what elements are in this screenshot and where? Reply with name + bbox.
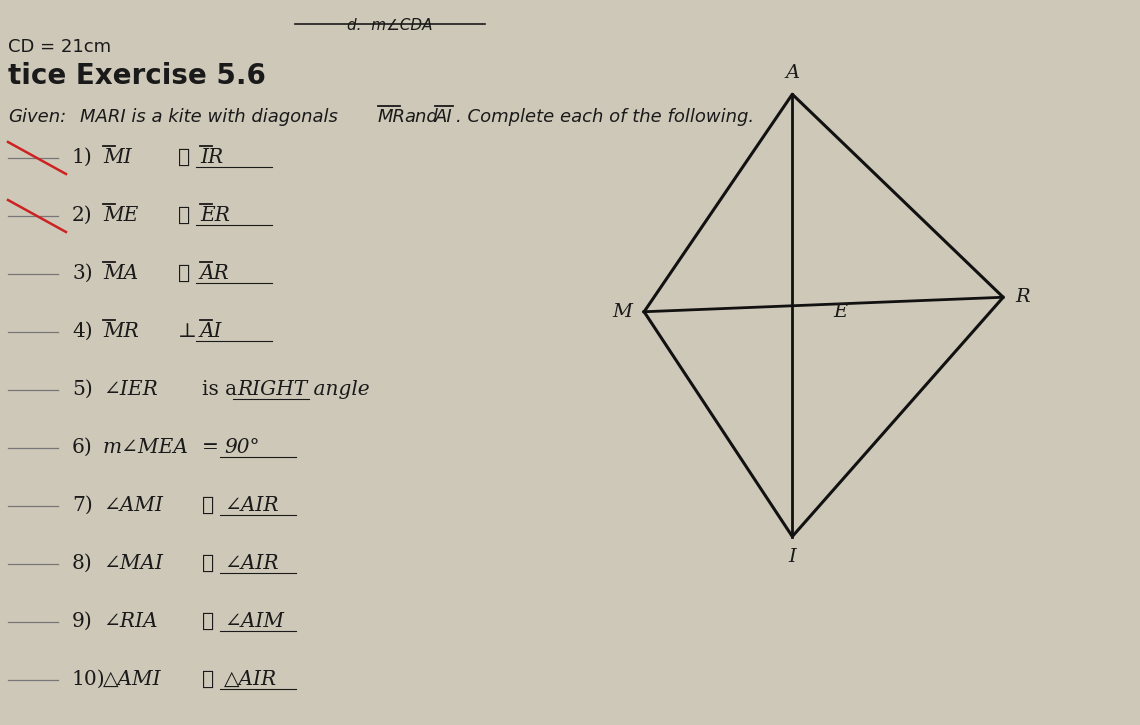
Text: d.  m∠CDA: d. m∠CDA bbox=[348, 18, 433, 33]
Text: AR: AR bbox=[200, 264, 229, 283]
Text: 4): 4) bbox=[72, 322, 92, 341]
Text: MARI is a kite with diagonals: MARI is a kite with diagonals bbox=[80, 108, 337, 126]
Text: 6): 6) bbox=[72, 438, 92, 457]
Text: ∠AIM: ∠AIM bbox=[223, 612, 284, 631]
Text: CD = 21cm: CD = 21cm bbox=[8, 38, 111, 56]
Text: 1): 1) bbox=[72, 148, 92, 167]
Text: ⊥: ⊥ bbox=[178, 322, 197, 341]
Text: ∠AIR: ∠AIR bbox=[223, 496, 278, 515]
Text: ≅: ≅ bbox=[202, 612, 214, 631]
Text: 9): 9) bbox=[72, 612, 92, 631]
Text: is a: is a bbox=[202, 380, 237, 399]
Text: M: M bbox=[612, 303, 632, 320]
Text: ∠AMI: ∠AMI bbox=[103, 496, 163, 515]
Text: ≅: ≅ bbox=[202, 554, 214, 573]
Text: 5): 5) bbox=[72, 380, 92, 399]
Text: 8): 8) bbox=[72, 554, 92, 573]
Text: AI: AI bbox=[435, 108, 453, 126]
Text: ∠MAI: ∠MAI bbox=[103, 554, 163, 573]
Text: . Complete each of the following.: . Complete each of the following. bbox=[456, 108, 755, 126]
Text: E: E bbox=[833, 303, 847, 320]
Text: ER: ER bbox=[200, 206, 230, 225]
Text: △AMI: △AMI bbox=[103, 670, 162, 689]
Text: =: = bbox=[202, 438, 219, 457]
Text: MA: MA bbox=[103, 264, 138, 283]
Text: ∠AIR: ∠AIR bbox=[223, 554, 278, 573]
Text: MR: MR bbox=[378, 108, 406, 126]
Text: ∠RIA: ∠RIA bbox=[103, 612, 157, 631]
Text: Given:: Given: bbox=[8, 108, 66, 126]
Text: m∠MEA: m∠MEA bbox=[103, 438, 189, 457]
Text: ≅: ≅ bbox=[202, 670, 214, 689]
Text: 10): 10) bbox=[72, 670, 106, 689]
Text: and: and bbox=[404, 108, 438, 126]
Text: ≅: ≅ bbox=[178, 264, 190, 283]
Text: ∠IER: ∠IER bbox=[103, 380, 157, 399]
Text: R: R bbox=[1016, 289, 1029, 306]
Text: 3): 3) bbox=[72, 264, 92, 283]
Text: AI: AI bbox=[200, 322, 222, 341]
Text: MI: MI bbox=[103, 148, 131, 167]
Text: ≅: ≅ bbox=[202, 496, 214, 515]
Text: ≅: ≅ bbox=[178, 206, 190, 225]
Text: RIGHT angle: RIGHT angle bbox=[237, 380, 369, 399]
Text: MR: MR bbox=[103, 322, 139, 341]
Text: A: A bbox=[785, 65, 799, 82]
Text: I: I bbox=[789, 549, 796, 566]
Text: 2): 2) bbox=[72, 206, 92, 225]
Text: △AIR: △AIR bbox=[223, 670, 277, 689]
Text: IR: IR bbox=[200, 148, 223, 167]
Text: tice Exercise 5.6: tice Exercise 5.6 bbox=[8, 62, 266, 90]
Text: 7): 7) bbox=[72, 496, 92, 515]
Text: ≅: ≅ bbox=[178, 148, 190, 167]
Text: 90°: 90° bbox=[223, 438, 260, 457]
Text: ME: ME bbox=[103, 206, 138, 225]
